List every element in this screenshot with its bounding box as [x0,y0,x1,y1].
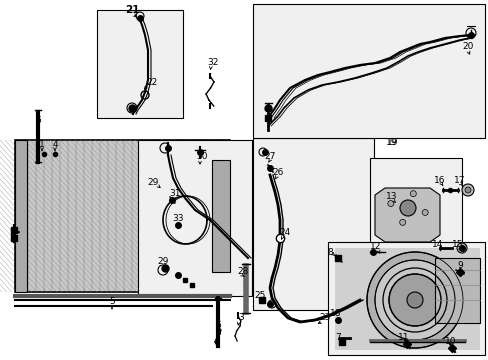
Bar [334,248,479,350]
Text: 1: 1 [39,140,45,149]
Text: 30: 30 [196,152,207,161]
Text: 10: 10 [445,338,456,346]
Text: 28: 28 [237,267,248,276]
Circle shape [374,260,454,340]
Circle shape [387,201,393,207]
Text: 32: 32 [207,58,218,67]
Bar [97,10,183,118]
Text: 18: 18 [329,310,341,319]
Text: 27: 27 [264,152,275,161]
Text: 29: 29 [157,257,168,266]
Circle shape [456,243,466,253]
Text: 11: 11 [397,333,409,342]
Text: 19: 19 [386,138,397,147]
Text: 6: 6 [35,116,41,125]
Text: 33: 33 [172,213,183,222]
Text: 8: 8 [326,248,332,257]
Circle shape [399,219,405,225]
Text: 12: 12 [369,242,381,251]
Bar [327,242,484,355]
Text: 23: 23 [319,314,330,323]
Text: 4: 4 [52,140,58,149]
Circle shape [388,274,440,326]
Text: 25: 25 [254,292,265,301]
Text: 29: 29 [147,177,159,186]
Text: 2: 2 [9,228,15,237]
Text: 6: 6 [215,320,221,329]
Text: 16: 16 [433,176,445,185]
Text: 17: 17 [453,176,465,185]
Text: 15: 15 [451,239,463,248]
Bar [15,140,27,292]
Circle shape [464,187,470,193]
Bar [369,158,461,258]
Bar [252,138,373,310]
Text: 24: 24 [279,228,290,237]
Text: 9: 9 [456,261,462,270]
Text: 22: 22 [146,77,157,86]
Text: 13: 13 [386,192,397,201]
Circle shape [399,200,415,216]
Circle shape [406,292,422,308]
Text: 14: 14 [431,239,443,248]
Text: 31: 31 [169,189,181,198]
Bar [138,140,251,296]
Circle shape [366,252,462,348]
Text: 26: 26 [272,167,283,176]
Bar [15,140,229,292]
Circle shape [461,184,473,196]
Text: 21: 21 [124,5,139,15]
Bar [212,160,229,272]
Text: 19: 19 [386,138,398,147]
Bar [252,4,484,138]
Text: 7: 7 [334,333,340,342]
Circle shape [409,191,415,197]
Bar [434,258,479,323]
Text: 3: 3 [238,314,244,323]
Text: 20: 20 [461,41,473,50]
Circle shape [421,210,427,215]
Polygon shape [374,188,439,242]
Text: 5: 5 [109,297,115,306]
